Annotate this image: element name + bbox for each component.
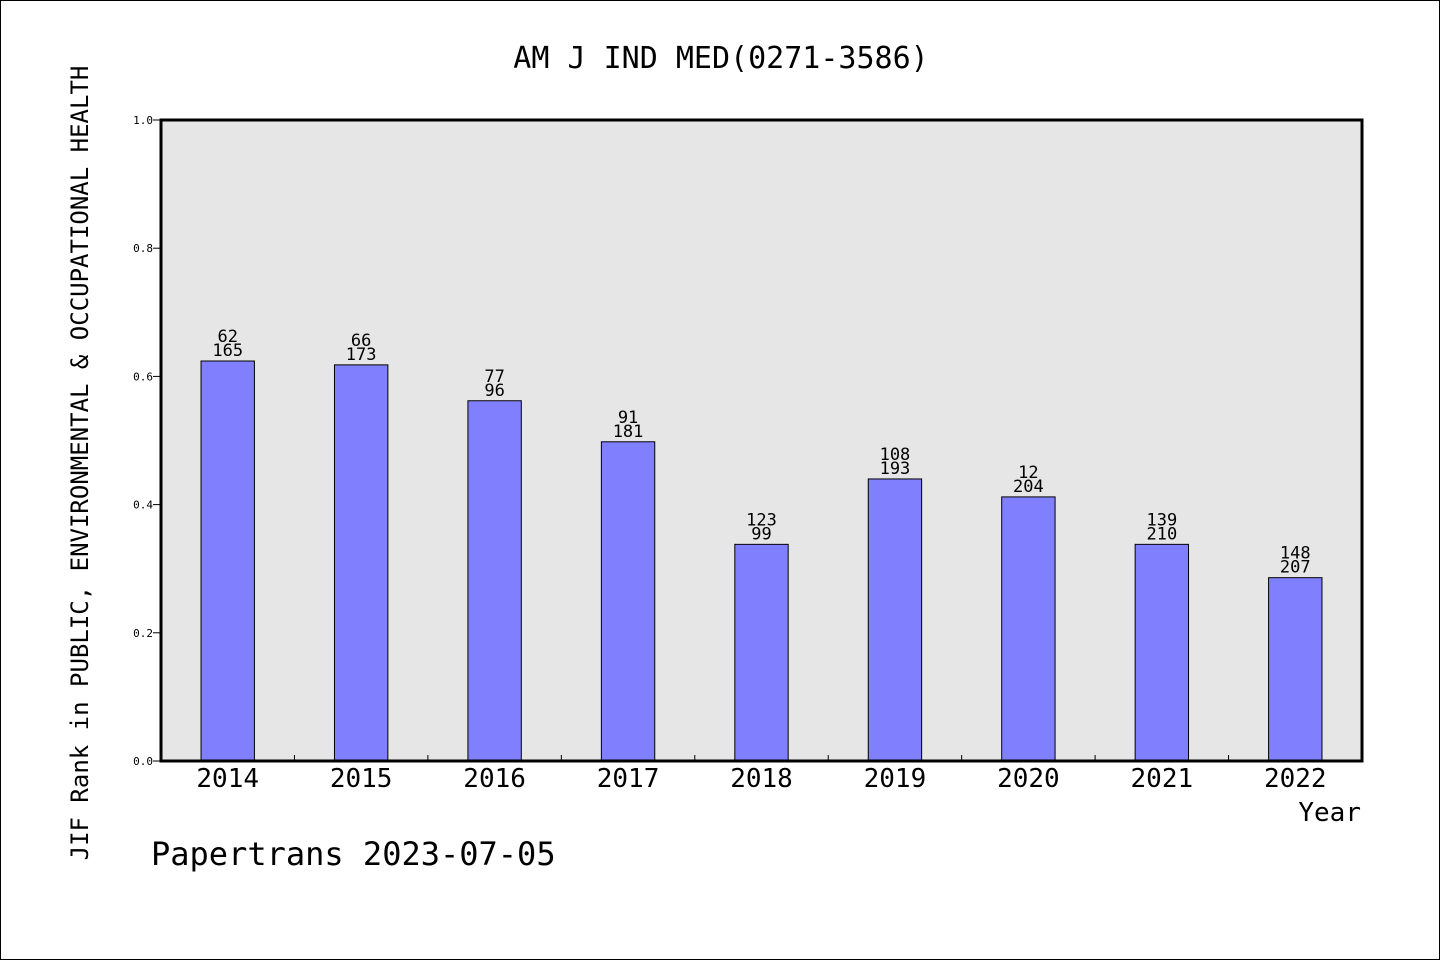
chart-title: AM J IND MED(0271-3586) <box>513 41 928 76</box>
bar-label-bottom-2022: 207 <box>1280 558 1311 578</box>
y-tick-label: 0.2 <box>133 627 153 640</box>
bar-label-bottom-2020: 204 <box>1013 477 1044 497</box>
y-tick-label: 0.8 <box>133 242 153 255</box>
bar-label-bottom-2019: 193 <box>880 459 911 479</box>
x-tick-label-2017: 2017 <box>597 764 660 794</box>
x-tick-label-2016: 2016 <box>463 764 526 794</box>
x-axis-label: Year <box>1298 798 1361 828</box>
bar-label-bottom-2021: 210 <box>1146 524 1177 544</box>
bar-label-top-2014: 62 <box>217 327 237 347</box>
bar-2020 <box>1001 496 1056 762</box>
bar-2017 <box>600 441 656 762</box>
bar-2014 <box>200 360 255 762</box>
bar-2022 <box>1268 577 1323 762</box>
x-tick-label-2019: 2019 <box>864 764 927 794</box>
bar-label-bottom-2016: 96 <box>484 381 504 401</box>
bar-label-bottom-2014: 165 <box>212 341 243 361</box>
y-tick-label: 0.0 <box>133 755 153 768</box>
bar-label-top-2021: 139 <box>1146 510 1177 530</box>
bar-label-bottom-2018: 99 <box>751 524 771 544</box>
x-tick-label-2022: 2022 <box>1264 764 1327 794</box>
bar-label-bottom-2017: 181 <box>613 422 644 442</box>
y-axis-label: JIF Rank in PUBLIC, ENVIRONMENTAL & OCCU… <box>66 66 94 861</box>
y-tick-label: 1.0 <box>133 114 153 127</box>
bar-2021 <box>1134 543 1190 762</box>
plot-border <box>159 118 1364 763</box>
bar-2019 <box>867 478 923 762</box>
bar-2018 <box>734 543 789 762</box>
bar-label-top-2018: 123 <box>746 510 777 530</box>
x-tick-label-2014: 2014 <box>196 764 259 794</box>
y-tick-label: 0.6 <box>133 370 153 383</box>
bar-2015 <box>333 364 389 762</box>
x-tick-label-2021: 2021 <box>1131 764 1194 794</box>
bar-label-top-2016: 77 <box>484 367 504 387</box>
bar-label-top-2019: 108 <box>880 445 911 465</box>
x-tick-label-2020: 2020 <box>997 764 1060 794</box>
x-tick-labels-group: 2014 2015 2016 2017 2018 2019 2020 2021 2022 <box>196 764 1326 794</box>
x-tick-label-2015: 2015 <box>330 764 393 794</box>
y-axis-ticks: 0.0 0.2 0.4 0.6 0.8 1.0 <box>133 114 161 768</box>
bar-2016 <box>467 400 522 762</box>
footer-watermark: Papertrans 2023-07-05 <box>151 835 556 873</box>
bar-label-top-2022: 148 <box>1280 544 1311 564</box>
x-tick-label-2018: 2018 <box>730 764 793 794</box>
y-tick-label: 0.4 <box>133 499 153 512</box>
bar-label-top-2017: 91 <box>618 408 638 428</box>
bars-group <box>200 360 1323 762</box>
bar-label-top-2020: 12 <box>1018 463 1038 483</box>
bar-label-bottom-2015: 173 <box>346 345 377 365</box>
bar-label-top-2015: 66 <box>351 331 371 351</box>
